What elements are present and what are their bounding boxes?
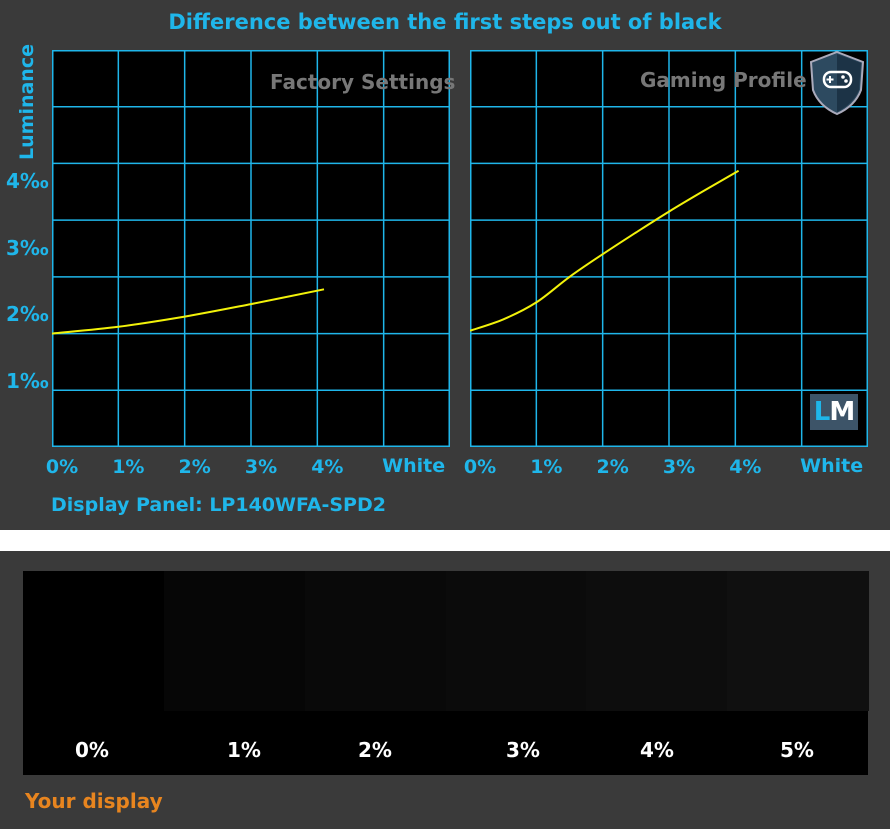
chart-title: Difference between the first steps out o… [168,10,722,34]
black-steps-strip [23,571,869,775]
step-swatch-3 [445,571,588,711]
factory-settings-x-tick-5: White [382,455,446,477]
step-swatch-1 [163,571,306,711]
factory-settings-plot [52,50,450,447]
gaming-profile-x-tick-4: 4% [729,456,762,478]
step-swatch-5 [727,571,869,711]
step-swatch-2 [304,571,447,711]
factory-settings-frame [52,50,450,447]
step-label-0: 0% [75,738,109,762]
factory-settings-x-tick-4: 4% [311,456,344,478]
factory-settings-series-line-0 [52,288,325,335]
gaming-profile-plot [470,50,868,447]
y-tick-2: 2‰ [6,302,49,326]
gaming-profile-label: Gaming Profile [640,68,807,92]
factory-settings-x-tick-2: 2% [178,456,211,478]
factory-settings-x-tick-0: 0% [45,456,79,478]
step-label-5: 5% [780,738,814,762]
step-label-4: 4% [640,738,674,762]
gamepad-shield-icon [809,50,865,116]
gaming-profile-x-tick-2: 2% [596,456,629,478]
y-axis-label: Luminance [16,44,38,160]
y-tick-3: 3‰ [6,236,49,260]
y-tick-1: 1‰ [6,369,49,393]
lm-logo: LM [810,394,858,430]
gaming-profile-frame [470,50,868,447]
gaming-profile-x-tick-3: 3% [662,456,696,478]
step-label-3: 3% [506,738,540,762]
gaming-profile-series-line-0 [470,169,740,332]
step-swatch-0 [23,571,165,711]
factory-settings-label: Factory Settings [270,70,456,94]
step-swatch-4 [586,571,729,711]
gaming-profile-x-tick-0: 0% [463,456,497,478]
factory-settings-x-tick-1: 1% [112,456,145,478]
your-display-label: Your display [25,789,163,813]
gaming-profile-x-tick-5: White [800,455,864,477]
display-panel-label: Display Panel: LP140WFA-SPD2 [51,494,386,516]
factory-settings-x-tick-3: 3% [244,456,278,478]
gaming-profile-x-tick-1: 1% [530,456,563,478]
step-label-2: 2% [358,738,392,762]
y-tick-4: 4‰ [6,169,49,193]
step-label-1: 1% [227,738,261,762]
